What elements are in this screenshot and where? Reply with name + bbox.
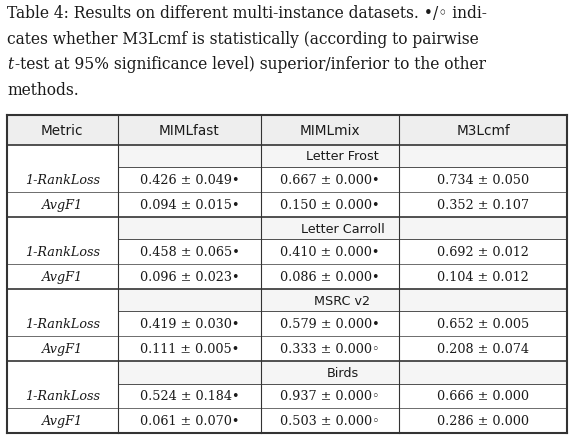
Text: Birds: Birds xyxy=(326,366,359,379)
Text: cates whether M3Lcmf is statistically (according to pairwise: cates whether M3Lcmf is statistically (a… xyxy=(7,31,479,48)
Text: 0.937 ± 0.000◦: 0.937 ± 0.000◦ xyxy=(280,389,380,403)
Text: 0.061 ± 0.070•: 0.061 ± 0.070• xyxy=(139,414,239,427)
Text: -test at 95% significance level) superior/inferior to the other: -test at 95% significance level) superio… xyxy=(15,56,486,73)
Text: 0.579 ± 0.000•: 0.579 ± 0.000• xyxy=(280,318,380,331)
Text: AvgF1: AvgF1 xyxy=(42,270,83,283)
Text: 1-RankLoss: 1-RankLoss xyxy=(25,389,100,403)
Text: 0.094 ± 0.015•: 0.094 ± 0.015• xyxy=(139,198,239,211)
Text: 0.286 ± 0.000: 0.286 ± 0.000 xyxy=(437,414,529,427)
Text: 0.096 ± 0.023•: 0.096 ± 0.023• xyxy=(139,270,239,283)
Text: 0.503 ± 0.000◦: 0.503 ± 0.000◦ xyxy=(280,414,380,427)
Text: AvgF1: AvgF1 xyxy=(42,414,83,427)
Text: 0.426 ± 0.049•: 0.426 ± 0.049• xyxy=(139,174,239,187)
Text: Letter Carroll: Letter Carroll xyxy=(301,222,384,235)
Bar xyxy=(118,361,567,384)
Text: MSRC v2: MSRC v2 xyxy=(315,294,370,307)
Text: 1-RankLoss: 1-RankLoss xyxy=(25,246,100,259)
Text: 0.667 ± 0.000•: 0.667 ± 0.000• xyxy=(280,174,380,187)
Text: 0.104 ± 0.012: 0.104 ± 0.012 xyxy=(437,270,529,283)
Text: 0.333 ± 0.000◦: 0.333 ± 0.000◦ xyxy=(280,342,380,355)
Text: MIMLmix: MIMLmix xyxy=(300,124,360,138)
Text: MIMLfast: MIMLfast xyxy=(159,124,220,138)
Text: AvgF1: AvgF1 xyxy=(42,198,83,211)
Text: t: t xyxy=(7,56,14,73)
Text: 1-RankLoss: 1-RankLoss xyxy=(25,174,100,187)
Bar xyxy=(118,145,567,168)
Text: 0.524 ± 0.184•: 0.524 ± 0.184• xyxy=(139,389,239,403)
Text: Metric: Metric xyxy=(41,124,84,138)
Text: 0.419 ± 0.030•: 0.419 ± 0.030• xyxy=(139,318,239,331)
Text: 1-RankLoss: 1-RankLoss xyxy=(25,318,100,331)
Bar xyxy=(7,116,567,145)
Text: Table 4: Results on different multi-instance datasets. •/◦ indi-: Table 4: Results on different multi-inst… xyxy=(7,5,487,22)
Text: methods.: methods. xyxy=(7,81,79,99)
Bar xyxy=(118,217,567,240)
Text: 0.410 ± 0.000•: 0.410 ± 0.000• xyxy=(280,246,380,259)
Text: 0.150 ± 0.000•: 0.150 ± 0.000• xyxy=(280,198,380,211)
Text: 0.734 ± 0.050: 0.734 ± 0.050 xyxy=(437,174,529,187)
Text: 0.692 ± 0.012: 0.692 ± 0.012 xyxy=(437,246,529,259)
Text: AvgF1: AvgF1 xyxy=(42,342,83,355)
Text: M3Lcmf: M3Lcmf xyxy=(456,124,510,138)
Text: 0.652 ± 0.005: 0.652 ± 0.005 xyxy=(437,318,529,331)
Text: 0.086 ± 0.000•: 0.086 ± 0.000• xyxy=(280,270,380,283)
Text: 0.352 ± 0.107: 0.352 ± 0.107 xyxy=(437,198,529,211)
Text: 0.111 ± 0.005•: 0.111 ± 0.005• xyxy=(140,342,239,355)
Text: 0.208 ± 0.074: 0.208 ± 0.074 xyxy=(437,342,529,355)
Text: Letter Frost: Letter Frost xyxy=(306,150,379,163)
Text: 0.666 ± 0.000: 0.666 ± 0.000 xyxy=(437,389,529,403)
Text: 0.458 ± 0.065•: 0.458 ± 0.065• xyxy=(139,246,239,259)
Bar xyxy=(118,289,567,312)
